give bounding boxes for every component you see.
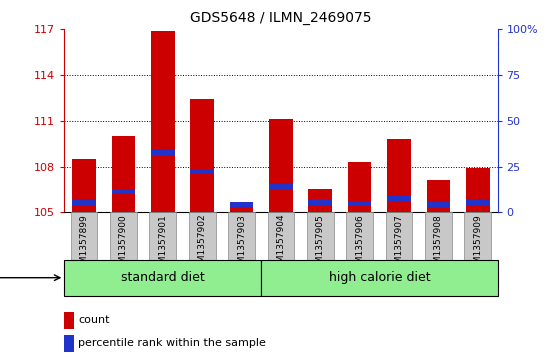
Bar bbox=[189, 212, 216, 260]
Text: high calorie diet: high calorie diet bbox=[329, 271, 430, 284]
Text: GSM1357903: GSM1357903 bbox=[237, 214, 246, 274]
Bar bbox=[307, 212, 334, 260]
Bar bbox=[466, 200, 490, 205]
Bar bbox=[112, 189, 135, 194]
Bar bbox=[427, 180, 450, 212]
Bar bbox=[269, 119, 293, 212]
Bar bbox=[230, 202, 253, 212]
Text: count: count bbox=[78, 315, 110, 325]
Bar bbox=[151, 30, 174, 212]
Bar bbox=[466, 168, 490, 212]
Bar bbox=[230, 202, 253, 207]
Bar bbox=[112, 136, 135, 212]
Text: GSM1357907: GSM1357907 bbox=[395, 214, 404, 274]
Bar bbox=[64, 260, 261, 296]
Text: GSM1357906: GSM1357906 bbox=[355, 214, 364, 274]
Bar bbox=[190, 99, 214, 212]
Bar bbox=[228, 212, 255, 260]
Text: GSM1357901: GSM1357901 bbox=[158, 214, 167, 274]
Text: GSM1357904: GSM1357904 bbox=[276, 214, 286, 274]
Text: GSM1357900: GSM1357900 bbox=[119, 214, 128, 274]
Bar bbox=[149, 212, 176, 260]
Text: GSM1357899: GSM1357899 bbox=[79, 214, 88, 274]
Bar bbox=[348, 162, 372, 212]
Bar bbox=[70, 212, 97, 260]
Text: GSM1357905: GSM1357905 bbox=[316, 214, 325, 274]
Bar bbox=[110, 212, 137, 260]
Text: GSM1357909: GSM1357909 bbox=[473, 214, 482, 274]
Bar bbox=[387, 196, 411, 202]
Bar bbox=[190, 169, 214, 174]
Text: GSM1357908: GSM1357908 bbox=[434, 214, 443, 274]
Bar bbox=[72, 200, 96, 205]
Bar bbox=[64, 335, 74, 352]
Bar bbox=[261, 260, 498, 296]
Bar bbox=[386, 212, 413, 260]
Bar bbox=[269, 184, 293, 189]
Text: percentile rank within the sample: percentile rank within the sample bbox=[78, 338, 266, 348]
Bar bbox=[309, 189, 332, 212]
Bar bbox=[425, 212, 452, 260]
Bar bbox=[387, 139, 411, 212]
Bar bbox=[348, 201, 372, 206]
Bar bbox=[151, 151, 174, 156]
Title: GDS5648 / ILMN_2469075: GDS5648 / ILMN_2469075 bbox=[190, 11, 372, 25]
Bar bbox=[346, 212, 373, 260]
Bar bbox=[465, 212, 491, 260]
Text: standard diet: standard diet bbox=[121, 271, 205, 284]
Text: GSM1357902: GSM1357902 bbox=[198, 214, 207, 274]
Bar bbox=[72, 159, 96, 212]
Bar bbox=[268, 212, 294, 260]
Bar bbox=[64, 312, 74, 329]
Bar bbox=[427, 202, 450, 207]
Bar bbox=[309, 199, 332, 205]
